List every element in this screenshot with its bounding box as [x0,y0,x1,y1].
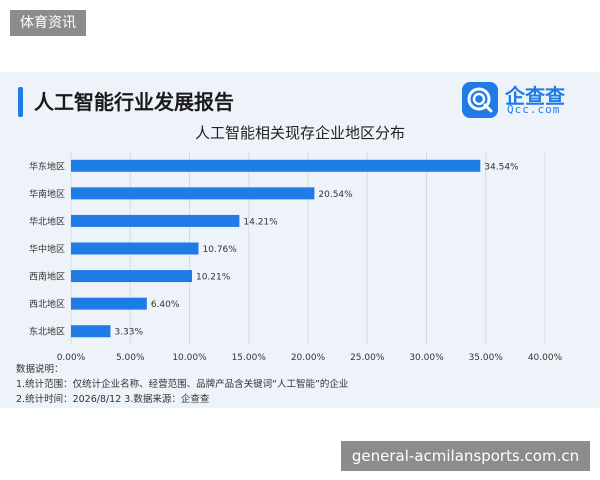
chart-title: 人工智能相关现存企业地区分布 [194,124,405,142]
bar [71,270,192,283]
category-label: 东北地区 [29,326,65,338]
x-tick-label: 25.00% [350,353,385,363]
x-tick-label: 5.00% [116,353,145,363]
notes-heading: 数据说明： [16,364,64,375]
x-tick-label: 20.00% [291,353,326,363]
x-tick-label: 40.00% [528,353,563,363]
category-label: 西南地区 [29,271,65,283]
notes-line-2: 2.统计时间：2026/8/12 3.数据来源：企查查 [16,394,210,405]
bar [71,214,240,227]
data-notes: 数据说明： 1.统计范围：仅统计企业名称、经营范围、品牌产品含关键词“人工智能”… [16,362,348,407]
brand-url: Qcc.com [507,103,561,116]
x-tick-label: 10.00% [172,353,207,363]
notes-line-1: 1.统计范围：仅统计企业名称、经营范围、品牌产品含关键词“人工智能”的企业 [16,379,349,390]
bar [71,325,111,338]
bar-value-label: 10.76% [203,245,238,255]
report-card [0,72,600,408]
bar-value-label: 34.54% [484,162,519,172]
x-tick-label: 15.00% [232,353,267,363]
bar [71,187,315,200]
category-label: 西北地区 [29,298,65,310]
title-accent-bar [18,87,23,117]
footer-site-link[interactable]: general-acmilansports.com.cn [341,441,590,471]
x-tick-label: 30.00% [409,353,444,363]
bar-value-label: 20.54% [318,190,353,200]
brand-name: 企查查 [505,84,565,108]
bar-value-label: 6.40% [151,300,180,310]
category-tag[interactable]: 体育资讯 [10,10,86,36]
category-label: 华北地区 [29,215,65,227]
category-label: 华南地区 [29,188,65,200]
report-title: 人工智能行业发展报告 [34,90,234,114]
bar [71,242,199,255]
category-label: 华东地区 [29,160,65,172]
category-label: 华中地区 [29,243,65,255]
x-tick-label: 0.00% [57,353,86,363]
bar [71,297,147,310]
bar [71,159,481,172]
x-tick-label: 35.00% [469,353,504,363]
bar-value-label: 10.21% [196,273,231,283]
bar-value-label: 14.21% [243,217,278,227]
qcc-logo-icon [462,82,498,118]
bar-value-label: 3.33% [114,328,143,338]
